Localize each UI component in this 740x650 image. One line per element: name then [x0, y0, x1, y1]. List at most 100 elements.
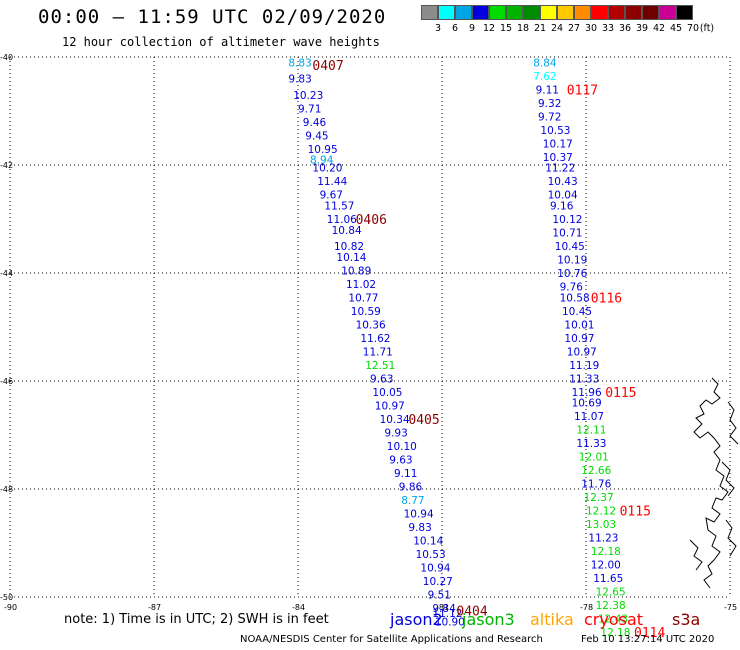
wave-height-value: 11.76	[581, 479, 611, 491]
lon-tick-label: -75	[724, 603, 737, 612]
wave-height-value: 10.17	[543, 138, 573, 150]
wave-height-value: 9.16	[550, 201, 574, 213]
wave-height-value: 10.76	[557, 268, 587, 280]
pass-labels: 0407 0406 0405 0404 0117 0116 0115 0115 0114	[312, 59, 665, 641]
wave-height-value: 10.84	[332, 225, 362, 237]
footer-credit: NOAA/NESDIS Center for Satellite Applica…	[240, 634, 543, 645]
wave-height-value: 10.34	[380, 414, 410, 426]
wave-height-value: 10.04	[548, 190, 578, 202]
colorbar-tick-label: 33	[601, 23, 615, 34]
wave-height-value: 12.38	[596, 600, 626, 612]
wave-height-value: 10.77	[348, 292, 378, 304]
wave-height-value: 10.01	[564, 319, 594, 331]
pass-number-label: 0404	[456, 605, 487, 620]
colorbar-tick-label: 12	[482, 23, 496, 34]
colorbar-swatch	[608, 5, 625, 20]
wave-height-value: 10.95	[308, 144, 338, 156]
lat-tick-label: -42	[0, 161, 13, 170]
colorbar-tick-label: 45	[669, 23, 683, 34]
wave-height-value: 10.58	[560, 292, 590, 304]
colorbar-tick-label: 70	[686, 23, 700, 34]
colorbar-tick-label: 30	[584, 23, 598, 34]
lat-tick-label: -48	[0, 485, 13, 494]
wave-height-value: 12.37	[584, 492, 614, 504]
wave-height-value: 11.07	[574, 411, 604, 423]
mission-legend-item: altika	[530, 610, 574, 629]
pass-number-label: 0114	[634, 626, 665, 641]
wave-height-value: 9.83	[288, 74, 311, 86]
colorbar-tick-label: 15	[499, 23, 513, 34]
wave-height-value: 11.71	[363, 346, 393, 358]
wave-height-value: 12.51	[365, 360, 395, 372]
colorbar-tick-label: 24	[550, 23, 564, 34]
coastline-chile	[689, 377, 739, 589]
colorbar-tick-label: 9	[468, 23, 476, 34]
pass-number-label: 0115	[620, 505, 651, 520]
wave-height-value: 10.27	[423, 576, 453, 588]
colorbar-swatch	[455, 5, 472, 20]
wave-height-value: 9.93	[384, 427, 407, 439]
mission-legend-item: s3a	[672, 610, 701, 629]
wave-height-value: 10.10	[387, 441, 417, 453]
wave-height-value: 10.53	[540, 125, 570, 137]
colorbar-tick-label: 21	[533, 23, 547, 34]
wave-height-value: 11.12	[432, 608, 462, 620]
wave-height-value: 9.83	[408, 522, 431, 534]
wave-height-value: 10.45	[555, 241, 585, 253]
wave-height-value: 10.23	[293, 90, 323, 102]
wave-height-value: 12.11	[576, 425, 606, 437]
coastline-path	[693, 377, 729, 589]
wave-height-value: 10.14	[413, 535, 443, 547]
wave-height-value: 12.18	[600, 627, 630, 639]
footer-timestamp: Feb 10 13:27:14 UTC 2020	[581, 634, 715, 645]
wave-height-value: 8.83	[288, 57, 311, 69]
lon-tick-label: -81	[436, 603, 449, 612]
colorbar-swatch	[438, 5, 455, 20]
wave-height-value: 9.76	[560, 282, 584, 294]
pass-number-label: 0115	[605, 386, 636, 401]
wave-height-value: 11.57	[324, 201, 354, 213]
wave-height-value: 7.62	[533, 71, 556, 83]
pass-number-label: 0407	[312, 59, 343, 74]
wave-height-value: 11.62	[360, 333, 390, 345]
colorbar-swatch	[472, 5, 489, 20]
lon-tick-label: -87	[148, 603, 161, 612]
units-note: note: 1) Time is in UTC; 2) SWH is in fe…	[64, 612, 329, 627]
wave-height-value: 9.71	[298, 103, 321, 115]
colorbar-tick-label: 6	[451, 23, 459, 34]
wave-height-value: 9.63	[370, 373, 393, 385]
colorbar-swatch	[591, 5, 608, 20]
coastline-path	[725, 519, 737, 557]
colorbar-tick-label: 27	[567, 23, 581, 34]
wave-height-value: 10.14	[336, 252, 366, 264]
wave-height-value: 12.43	[598, 614, 628, 626]
wave-height-value: 10.59	[351, 306, 381, 318]
colorbar-swatch	[421, 5, 438, 20]
colorbar-swatch	[642, 5, 659, 20]
wave-height-value: 9.63	[389, 454, 412, 466]
wave-height-value: 10.19	[557, 255, 587, 267]
altimeter-tracks: 8.839.8310.239.719.469.4510.958.9410.201…	[288, 57, 630, 639]
wave-height-value: 10.53	[416, 549, 446, 561]
wave-height-value: 9.86	[399, 481, 423, 493]
page-title: 00:00 — 11:59 UTC 02/09/2020	[38, 6, 387, 28]
wave-height-value: 10.43	[548, 176, 578, 188]
wave-height-value: 12.65	[596, 587, 626, 599]
wave-height-value: 10.97	[375, 400, 405, 412]
lat-lon-grid: -40 -42 -44 -46 -48 -50-90 -87 -84 -81 -78 -75	[0, 53, 737, 612]
wave-height-value: 11.33	[576, 438, 606, 450]
wave-height-value: 12.12	[586, 506, 616, 518]
wave-height-value: 11.06	[327, 214, 357, 226]
wave-height-value: 11.23	[588, 533, 618, 545]
coastline-path	[727, 401, 739, 445]
wave-height-value: 10.90	[435, 616, 465, 628]
colorbar-unit: (ft)	[699, 23, 715, 34]
colorbar-swatch	[489, 5, 506, 20]
wave-height-value: 11.65	[593, 573, 623, 585]
wave-height-value: 11.44	[317, 176, 347, 188]
wave-height-value: 11.02	[346, 279, 376, 291]
wave-height-value: 10.97	[564, 333, 594, 345]
wave-height-value: 13.03	[586, 519, 616, 531]
colorbar-swatch	[676, 5, 693, 20]
pass-number-label: 0405	[408, 413, 439, 428]
